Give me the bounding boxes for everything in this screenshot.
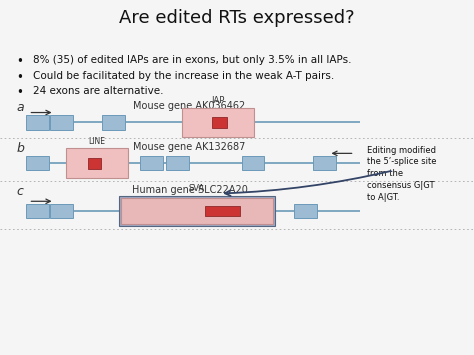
Text: c: c — [17, 185, 24, 198]
Text: Mouse gene AK132687: Mouse gene AK132687 — [133, 142, 246, 152]
Text: 24 exons are alternative.: 24 exons are alternative. — [33, 86, 164, 96]
Bar — [50, 115, 73, 130]
Text: •: • — [17, 71, 24, 84]
Bar — [66, 148, 128, 178]
Text: Are edited RTs expressed?: Are edited RTs expressed? — [119, 9, 355, 27]
Bar — [182, 108, 254, 137]
Text: 8% (35) of edited IAPs are in exons, but only 3.5% in all IAPs.: 8% (35) of edited IAPs are in exons, but… — [33, 55, 352, 65]
Bar — [26, 156, 49, 170]
Text: Mouse gene AK036462: Mouse gene AK036462 — [134, 101, 246, 111]
Bar — [140, 156, 163, 170]
Text: b: b — [17, 142, 25, 155]
Bar — [166, 156, 189, 170]
Bar — [118, 196, 275, 226]
Text: Human gene SLC22A20: Human gene SLC22A20 — [132, 185, 247, 195]
Bar — [121, 198, 273, 224]
Text: LINE: LINE — [89, 137, 106, 146]
Bar — [212, 117, 227, 128]
Bar — [26, 204, 49, 218]
Bar — [294, 204, 317, 218]
Text: IAP: IAP — [211, 96, 225, 105]
Bar — [313, 156, 336, 170]
Text: Could be facilitated by the increase in the weak A-T pairs.: Could be facilitated by the increase in … — [33, 71, 335, 81]
Text: •: • — [17, 86, 24, 99]
Text: Editing modified
the 5’-splice site
from the
consensus G|GT
to A|GT.: Editing modified the 5’-splice site from… — [367, 146, 437, 202]
Bar — [50, 204, 73, 218]
Bar — [242, 156, 264, 170]
Text: SVA: SVA — [189, 185, 205, 193]
Bar — [88, 158, 101, 169]
Text: a: a — [17, 101, 24, 114]
Bar — [205, 206, 240, 216]
Bar — [26, 115, 49, 130]
Text: •: • — [17, 55, 24, 68]
Bar — [102, 115, 125, 130]
